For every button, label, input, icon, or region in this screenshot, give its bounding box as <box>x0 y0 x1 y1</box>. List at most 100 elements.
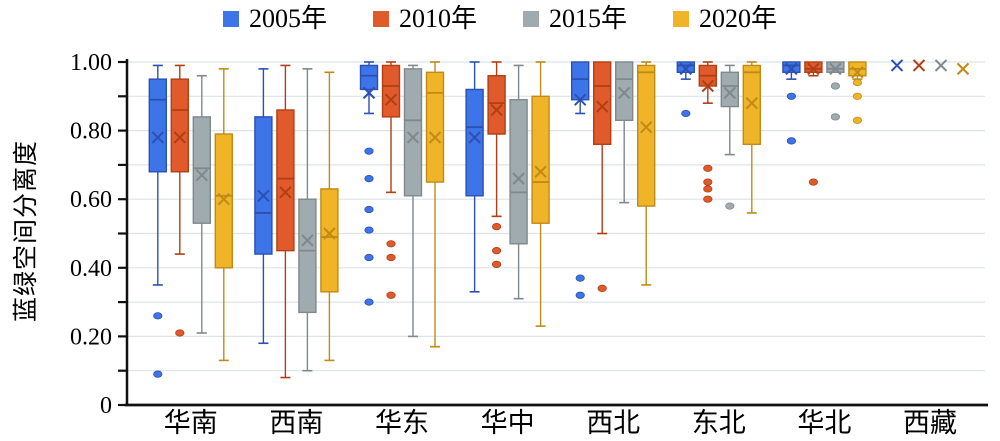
outlier-2005年-华南 <box>153 312 163 320</box>
mean-marker-2010年-西北 <box>595 100 609 113</box>
x-category-label: 西南 <box>269 408 323 438</box>
x-category-label: 西北 <box>586 408 640 438</box>
mean-marker-2010年-华南 <box>173 131 187 144</box>
outlier-2020年-华北 <box>852 78 863 87</box>
box-2015年-西南 <box>298 198 317 314</box>
box-2015年-西北 <box>615 61 634 122</box>
outlier-2015年-东北 <box>725 202 735 210</box>
box-2005年-华北 <box>782 61 801 73</box>
legend-item-2020: 2020年 <box>673 6 777 32</box>
outlier-2010年-华中 <box>491 260 502 268</box>
box-2005年-东北 <box>676 61 695 73</box>
outlier-2005年-西北 <box>575 291 585 299</box>
mean-marker-2010年-东北 <box>701 79 715 93</box>
mean-marker-2020年-西藏 <box>956 62 970 76</box>
outlier-2010年-华中 <box>491 223 502 231</box>
outlier-2005年-华东 <box>364 253 374 262</box>
legend-swatch-2010 <box>372 11 389 27</box>
y-tick-label: 0.20 <box>70 324 112 350</box>
mean-marker-2005年-华北 <box>785 62 798 76</box>
chart-legend: 2005年 2010年 2015年 2020年 <box>0 2 1000 36</box>
box-2010年-华南 <box>170 78 190 173</box>
mean-marker-2010年-西藏 <box>912 59 926 72</box>
mean-marker-2020年-华南 <box>217 192 231 206</box>
box-2010年-华北 <box>804 61 823 73</box>
box-2005年-西南 <box>254 116 273 255</box>
outlier-2010年-华中 <box>491 247 502 255</box>
legend-item-2010: 2010年 <box>372 4 477 33</box>
mean-marker-2005年-东北 <box>679 62 693 76</box>
mean-marker-2015年-西北 <box>617 86 631 100</box>
y-tick-label: 0.60 <box>70 187 112 213</box>
box-2010年-西北 <box>593 61 612 146</box>
mean-marker-2005年-西北 <box>573 93 587 106</box>
outlier-2005年-西北 <box>575 274 585 282</box>
mean-marker-2020年-东北 <box>745 96 759 110</box>
mean-marker-2015年-华中 <box>512 172 525 185</box>
mean-marker-2015年-华北 <box>829 62 842 76</box>
outlier-2010年-华北 <box>808 178 819 186</box>
legend-item-2015: 2015年 <box>523 6 627 32</box>
x-category-label: 西藏 <box>903 408 957 438</box>
y-tick-label: 1.00 <box>70 50 112 76</box>
mean-marker-2015年-东北 <box>723 86 737 100</box>
outlier-2015年-华北 <box>830 113 841 121</box>
legend-swatch-2020 <box>673 11 690 27</box>
mean-marker-2010年-华中 <box>490 103 503 117</box>
box-2005年-华南 <box>148 78 168 173</box>
box-2005年-华中 <box>465 88 484 197</box>
outlier-2005年-华北 <box>786 137 797 145</box>
outlier-2005年-华东 <box>364 205 374 214</box>
outlier-2005年-华北 <box>786 92 797 100</box>
box-2020年-西南 <box>320 188 339 293</box>
x-category-label: 华东 <box>375 408 429 438</box>
box-2020年-华南 <box>214 133 234 269</box>
outlier-2015年-华北 <box>830 82 841 90</box>
mean-marker-2015年-华南 <box>195 168 209 182</box>
legend-swatch-2005 <box>222 11 239 27</box>
legend-label-2015: 2015年 <box>549 4 628 33</box>
outlier-2005年-东北 <box>681 109 691 118</box>
outlier-2020年-华北 <box>852 116 863 124</box>
outlier-2010年-西北 <box>597 284 607 292</box>
outlier-2005年-华东 <box>364 147 374 155</box>
outlier-2005年-华东 <box>364 175 374 183</box>
mean-marker-2020年-华东 <box>428 131 442 144</box>
mean-marker-2015年-西南 <box>301 234 314 247</box>
outlier-2010年-华南 <box>175 329 185 337</box>
mean-marker-2010年-西南 <box>279 186 292 199</box>
outlier-2010年-东北 <box>703 185 713 193</box>
outlier-2005年-华南 <box>153 370 163 378</box>
outlier-2010年-东北 <box>703 164 713 172</box>
outlier-2010年-华东 <box>386 240 396 248</box>
box-2005年-西北 <box>571 61 590 101</box>
mean-marker-2020年-华北 <box>851 66 864 79</box>
legend-label-2005: 2005年 <box>248 4 327 33</box>
mean-marker-2005年-华东 <box>362 86 376 100</box>
mean-marker-2005年-西藏 <box>890 59 904 72</box>
x-category-label: 华南 <box>164 408 218 438</box>
legend-label-2010: 2010年 <box>398 4 477 33</box>
outlier-2010年-华东 <box>386 291 396 299</box>
outlier-2010年-东北 <box>703 195 713 203</box>
box-2010年-西南 <box>276 109 295 252</box>
outlier-2010年-华东 <box>386 253 396 262</box>
y-tick-label: 0 <box>100 393 112 419</box>
y-axis-title: 蓝绿空间分离度 <box>13 139 40 322</box>
legend-label-2020: 2020年 <box>699 4 778 33</box>
box-2020年-西北 <box>637 64 656 207</box>
box-2015年-华南 <box>192 116 212 224</box>
x-category-label: 华北 <box>797 408 851 438</box>
box-2015年-华北 <box>826 61 845 73</box>
mean-marker-2005年-华南 <box>151 131 165 144</box>
legend-item-2005: 2005年 <box>222 4 327 33</box>
y-tick-label: 0.40 <box>70 256 112 282</box>
box-2005年-华东 <box>359 64 379 91</box>
box-2015年-华中 <box>509 99 528 245</box>
box-2020年-东北 <box>742 64 761 146</box>
y-tick-label: 0.80 <box>70 119 112 145</box>
outlier-2005年-华东 <box>364 226 374 234</box>
mean-marker-2020年-西南 <box>323 227 336 240</box>
